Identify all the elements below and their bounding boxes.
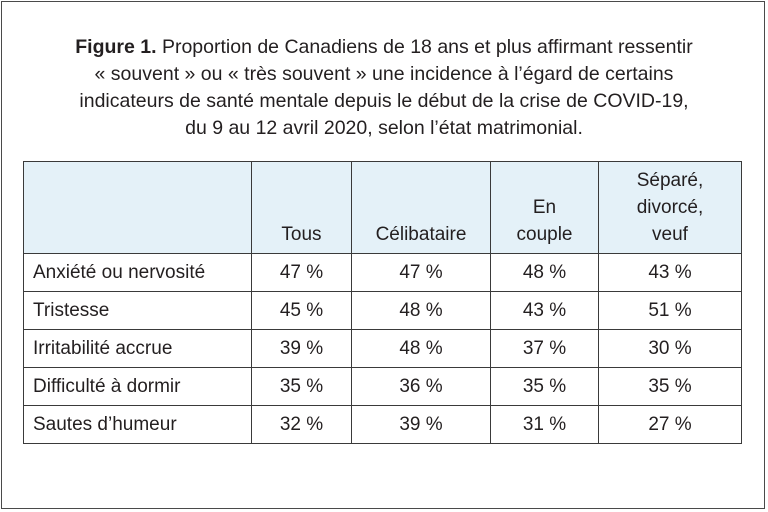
data-table: Tous Célibataire En couple Séparé, divor…	[23, 161, 742, 444]
caption-line-3: indicateurs de santé mentale depuis le d…	[79, 90, 689, 112]
figure-label: Figure 1.	[75, 36, 157, 58]
value-cell: 48 %	[351, 291, 491, 330]
caption-line-1: Figure 1. Proportion de Canadiens de 18 …	[20, 34, 748, 61]
header-line: veuf	[652, 224, 688, 245]
caption-text-1: Proportion de Canadiens de 18 ans et plu…	[161, 36, 693, 58]
header-line: divorcé,	[636, 197, 704, 218]
figure-caption: Figure 1. Proportion de Canadiens de 18 …	[20, 34, 748, 142]
value-cell: 35 %	[598, 367, 742, 406]
table-row: Irritabilité accrue 39 % 48 % 37 % 30 %	[23, 329, 742, 368]
value-cell: 51 %	[598, 291, 742, 330]
header-line: Séparé,	[636, 170, 704, 191]
header-line: Célibataire	[375, 224, 467, 245]
table-row: Tristesse 45 % 48 % 43 % 51 %	[23, 291, 742, 330]
header-line: couple	[516, 224, 573, 245]
value-cell: 48 %	[490, 253, 599, 292]
value-cell: 48 %	[351, 329, 491, 368]
value-cell: 36 %	[351, 367, 491, 406]
row-label: Anxiété ou nervosité	[23, 253, 252, 292]
header-cell-en-couple: En couple	[490, 161, 599, 254]
value-cell: 27 %	[598, 405, 742, 444]
value-cell: 31 %	[490, 405, 599, 444]
caption-line-4: du 9 au 12 avril 2020, selon l’état matr…	[185, 117, 583, 139]
value-cell: 30 %	[598, 329, 742, 368]
value-cell: 39 %	[351, 405, 491, 444]
header-line: En	[532, 197, 557, 218]
row-label: Irritabilité accrue	[23, 329, 252, 368]
row-label: Sautes d’humeur	[23, 405, 252, 444]
value-cell: 32 %	[251, 405, 352, 444]
table-header: Tous Célibataire En couple Séparé, divor…	[23, 161, 742, 254]
value-cell: 35 %	[490, 367, 599, 406]
value-cell: 47 %	[251, 253, 352, 292]
table-row: Sautes d’humeur 32 % 39 % 31 % 27 %	[23, 405, 742, 444]
row-label: Tristesse	[23, 291, 252, 330]
value-cell: 37 %	[490, 329, 599, 368]
header-cell-celibataire: Célibataire	[351, 161, 491, 254]
header-cell-separe: Séparé, divorcé, veuf	[598, 161, 742, 254]
table-row: Difficulté à dormir 35 % 36 % 35 % 35 %	[23, 367, 742, 406]
header-cell-empty	[23, 161, 252, 254]
table-row: Anxiété ou nervosité 47 % 47 % 48 % 43 %	[23, 253, 742, 292]
value-cell: 43 %	[490, 291, 599, 330]
value-cell: 43 %	[598, 253, 742, 292]
table-body: Anxiété ou nervosité 47 % 47 % 48 % 43 %…	[23, 253, 742, 444]
value-cell: 35 %	[251, 367, 352, 406]
value-cell: 47 %	[351, 253, 491, 292]
header-cell-tous: Tous	[251, 161, 352, 254]
value-cell: 39 %	[251, 329, 352, 368]
caption-line-2: « souvent » ou « très souvent » une inci…	[94, 63, 674, 85]
row-label: Difficulté à dormir	[23, 367, 252, 406]
header-row: Tous Célibataire En couple Séparé, divor…	[23, 161, 742, 254]
value-cell: 45 %	[251, 291, 352, 330]
header-line: Tous	[281, 224, 322, 245]
